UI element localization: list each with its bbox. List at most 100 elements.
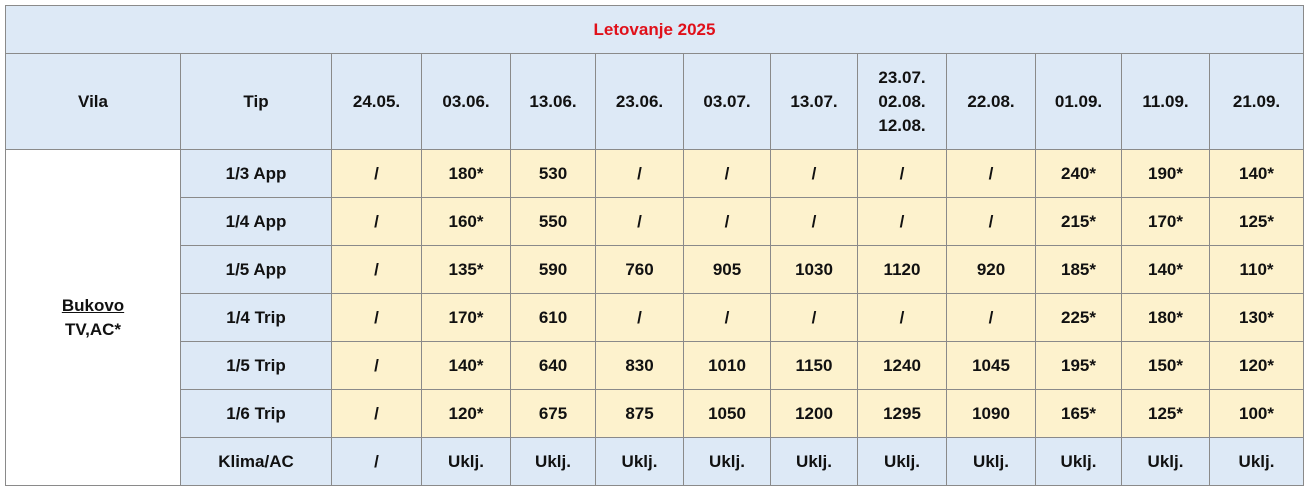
price-cell: / — [331, 245, 422, 294]
price-cell: 530 — [510, 149, 596, 198]
vila-note: TV,AC* — [64, 319, 122, 339]
price-cell: 190* — [1121, 149, 1210, 198]
header-cell: 03.07. — [683, 53, 771, 150]
price-cell: 1010 — [683, 341, 771, 390]
price-cell: 180* — [421, 149, 511, 198]
price-cell: 100* — [1208, 389, 1305, 438]
price-cell: 120* — [421, 389, 511, 438]
price-cell: / — [946, 197, 1036, 246]
title-row: Letovanje 2025 — [4, 5, 1305, 54]
price-cell: / — [857, 197, 947, 246]
price-cell: 675 — [510, 389, 596, 438]
price-cell: 1120 — [857, 245, 947, 294]
price-cell: Uklj. — [1121, 437, 1210, 486]
price-cell: / — [331, 341, 422, 390]
price-cell: 920 — [946, 245, 1036, 294]
data-row: Klima/AC / Uklj. Uklj. Uklj. Uklj. Uklj. Uklj. U… — [6, 437, 1305, 486]
data-row: 1/4 App/160* 550// / //215* 170* 125* — [6, 197, 1305, 246]
type-cell: 1/5 Trip — [180, 341, 332, 390]
price-cell: Uklj. — [1208, 437, 1305, 486]
price-cell: / — [857, 149, 947, 198]
price-cell: / — [857, 293, 947, 342]
price-cell: 1030 — [770, 245, 858, 294]
type-cell: 1/3 App — [180, 149, 332, 198]
price-cell: 1150 — [770, 341, 858, 390]
data-row: 1/6 Trip/120* 675 875 1050 1200 1295 1090 165* 1… — [6, 389, 1305, 438]
price-cell: / — [683, 149, 771, 198]
data-row: 1/5 App/135* 590 760 905 1030 1120 920 185* 140*… — [6, 245, 1305, 294]
price-cell: 185* — [1035, 245, 1122, 294]
price-cell: 130* — [1208, 293, 1305, 342]
price-cell: Uklj. — [595, 437, 684, 486]
price-cell: 215* — [1035, 197, 1122, 246]
price-cell: 550 — [510, 197, 596, 246]
price-cell: 195* — [1035, 341, 1122, 390]
price-cell: / — [331, 437, 422, 486]
price-table: Letovanje 2025 Vila Tip 24.05. 03.06. 13.06.… — [4, 5, 1305, 486]
header-row: Vila Tip 24.05. 03.06. 13.06. 23.06. 03.07. 13.… — [5, 53, 1305, 150]
price-cell: / — [683, 197, 771, 246]
price-cell: 125* — [1208, 197, 1305, 246]
price-cell: 1090 — [946, 389, 1036, 438]
header-cell: 03.06. — [421, 53, 511, 150]
price-cell: Uklj. — [770, 437, 858, 486]
price-cell: Uklj. — [857, 437, 947, 486]
header-cell: 13.07. — [770, 53, 858, 150]
price-cell: 170* — [1121, 197, 1210, 246]
type-cell: Klima/AC — [180, 437, 332, 486]
price-cell: 110* — [1208, 245, 1305, 294]
header-cell: 01.09. — [1035, 53, 1122, 150]
type-cell: 1/4 App — [180, 197, 332, 246]
price-cell: / — [595, 197, 684, 246]
header-cell: Vila — [5, 53, 181, 150]
type-cell: 1/6 Trip — [180, 389, 332, 438]
vila-name: Bukovo — [61, 295, 125, 315]
price-cell: Uklj. — [946, 437, 1036, 486]
price-cell: / — [595, 293, 684, 342]
price-cell: 240* — [1035, 149, 1122, 198]
table-title: Letovanje 2025 — [4, 5, 1305, 54]
price-cell: / — [683, 293, 771, 342]
price-cell: / — [946, 293, 1036, 342]
type-cell: 1/4 Trip — [180, 293, 332, 342]
price-table-wrap: Letovanje 2025 Vila Tip 24.05. 03.06. 13.06.… — [4, 5, 1305, 486]
price-cell: / — [770, 149, 858, 198]
price-cell: 610 — [510, 293, 596, 342]
price-cell: 1045 — [946, 341, 1036, 390]
price-cell: 140* — [421, 341, 511, 390]
price-cell: / — [595, 149, 684, 198]
price-cell: 875 — [595, 389, 684, 438]
header-cell: 11.09. — [1121, 53, 1210, 150]
price-cell: 125* — [1121, 389, 1210, 438]
price-cell: 830 — [595, 341, 684, 390]
data-row: 1/5 Trip/140* 640 830 1010 1150 1240 1045 195* 1… — [6, 341, 1305, 390]
header-cell: 21.09. — [1208, 53, 1305, 150]
price-cell: 165* — [1035, 389, 1122, 438]
header-cell: 22.08. — [946, 53, 1036, 150]
price-cell: / — [770, 293, 858, 342]
header-cell: 23.06. — [595, 53, 684, 150]
price-cell: 1240 — [857, 341, 947, 390]
price-cell: Uklj. — [421, 437, 511, 486]
price-cell: 140* — [1121, 245, 1210, 294]
data-row: 1/4 Trip/170* 610// / //225* 180* 130* — [6, 293, 1305, 342]
price-cell: / — [331, 389, 422, 438]
price-cell: 760 — [595, 245, 684, 294]
price-cell: 120* — [1208, 341, 1305, 390]
price-cell: 170* — [421, 293, 511, 342]
price-cell: Uklj. — [510, 437, 596, 486]
price-cell: / — [331, 293, 422, 342]
price-cell: 160* — [421, 197, 511, 246]
price-cell: 1200 — [770, 389, 858, 438]
price-cell: 180* — [1121, 293, 1210, 342]
price-cell: 1295 — [857, 389, 947, 438]
price-cell: 140* — [1208, 149, 1305, 198]
price-cell: 150* — [1121, 341, 1210, 390]
price-cell: 640 — [510, 341, 596, 390]
price-cell: / — [331, 149, 422, 198]
table-body: Letovanje 2025 Vila Tip 24.05. 03.06. 13.06.… — [4, 5, 1305, 486]
data-row: Bukovo TV,AC* 1/3 App/180* 530// / //240* 190*… — [5, 149, 1305, 486]
price-cell: / — [946, 149, 1036, 198]
price-cell: 135* — [421, 245, 511, 294]
